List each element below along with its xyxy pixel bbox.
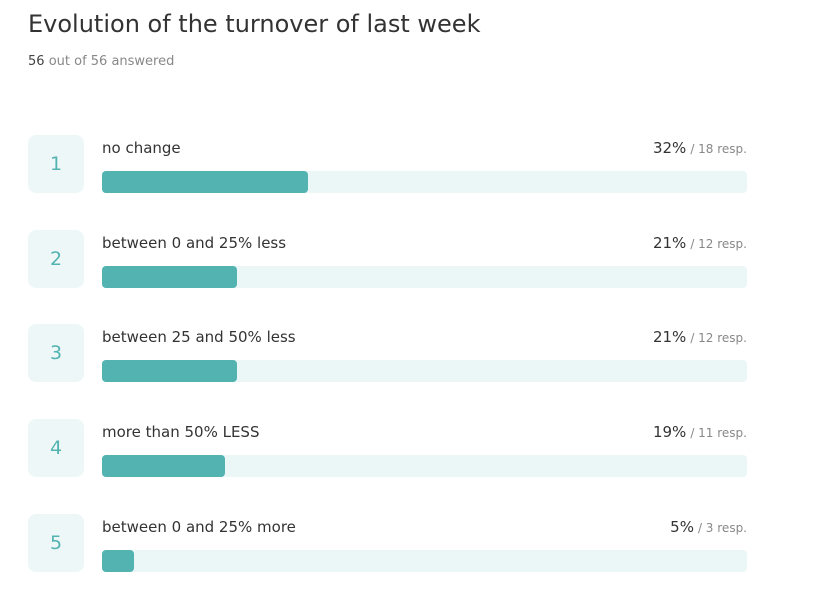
response-count: / 18 resp. xyxy=(690,142,747,156)
response-count: / 12 resp. xyxy=(690,331,747,346)
bar-track xyxy=(102,549,747,572)
response-count: / 12 resp. xyxy=(690,236,747,251)
option-label: between 25 and 50% less xyxy=(102,328,296,347)
percent-label: 21% xyxy=(652,328,687,347)
bar xyxy=(102,265,238,288)
option-label: no change xyxy=(102,139,181,157)
bar-track xyxy=(102,455,747,478)
rank-badge: 1 xyxy=(28,135,84,193)
rank-badge: 4 xyxy=(28,419,84,478)
title: Evolution of the turnover of last week xyxy=(28,10,481,38)
option-result: 5%/ 3 resp. xyxy=(670,518,747,536)
bar xyxy=(102,360,238,383)
bar xyxy=(102,171,309,193)
response-count: / 11 resp. xyxy=(690,426,747,441)
response-count: / 3 resp. xyxy=(697,520,747,535)
percent-label: 5% xyxy=(670,517,694,536)
percent-label: 32% xyxy=(652,139,687,157)
bar-track xyxy=(102,171,747,193)
option-result: 32%/ 18 resp. xyxy=(653,139,747,157)
option-result: 21%/ 12 resp. xyxy=(653,328,747,346)
option-label: more than 50% LESS xyxy=(102,423,260,442)
answered-count: 56 xyxy=(28,54,45,69)
percent-label: 19% xyxy=(652,423,687,442)
answered-text: out of 56 answered xyxy=(48,54,175,69)
bar xyxy=(102,549,135,572)
option-result: 19%/ 11 resp. xyxy=(653,423,747,441)
bar xyxy=(102,455,225,478)
rank-badge: 3 xyxy=(28,324,84,383)
bar-track xyxy=(102,265,747,288)
option-label: between 0 and 25% less xyxy=(102,233,287,252)
bar-track xyxy=(102,360,747,383)
percent-label: 21% xyxy=(652,233,687,252)
option-label: between 0 and 25% more xyxy=(102,517,296,536)
subtitle: 56 out of 56 answered xyxy=(28,54,174,69)
rank-badge: 5 xyxy=(28,513,84,572)
rank-badge: 2 xyxy=(28,229,84,288)
option-result: 21%/ 12 resp. xyxy=(653,234,747,252)
